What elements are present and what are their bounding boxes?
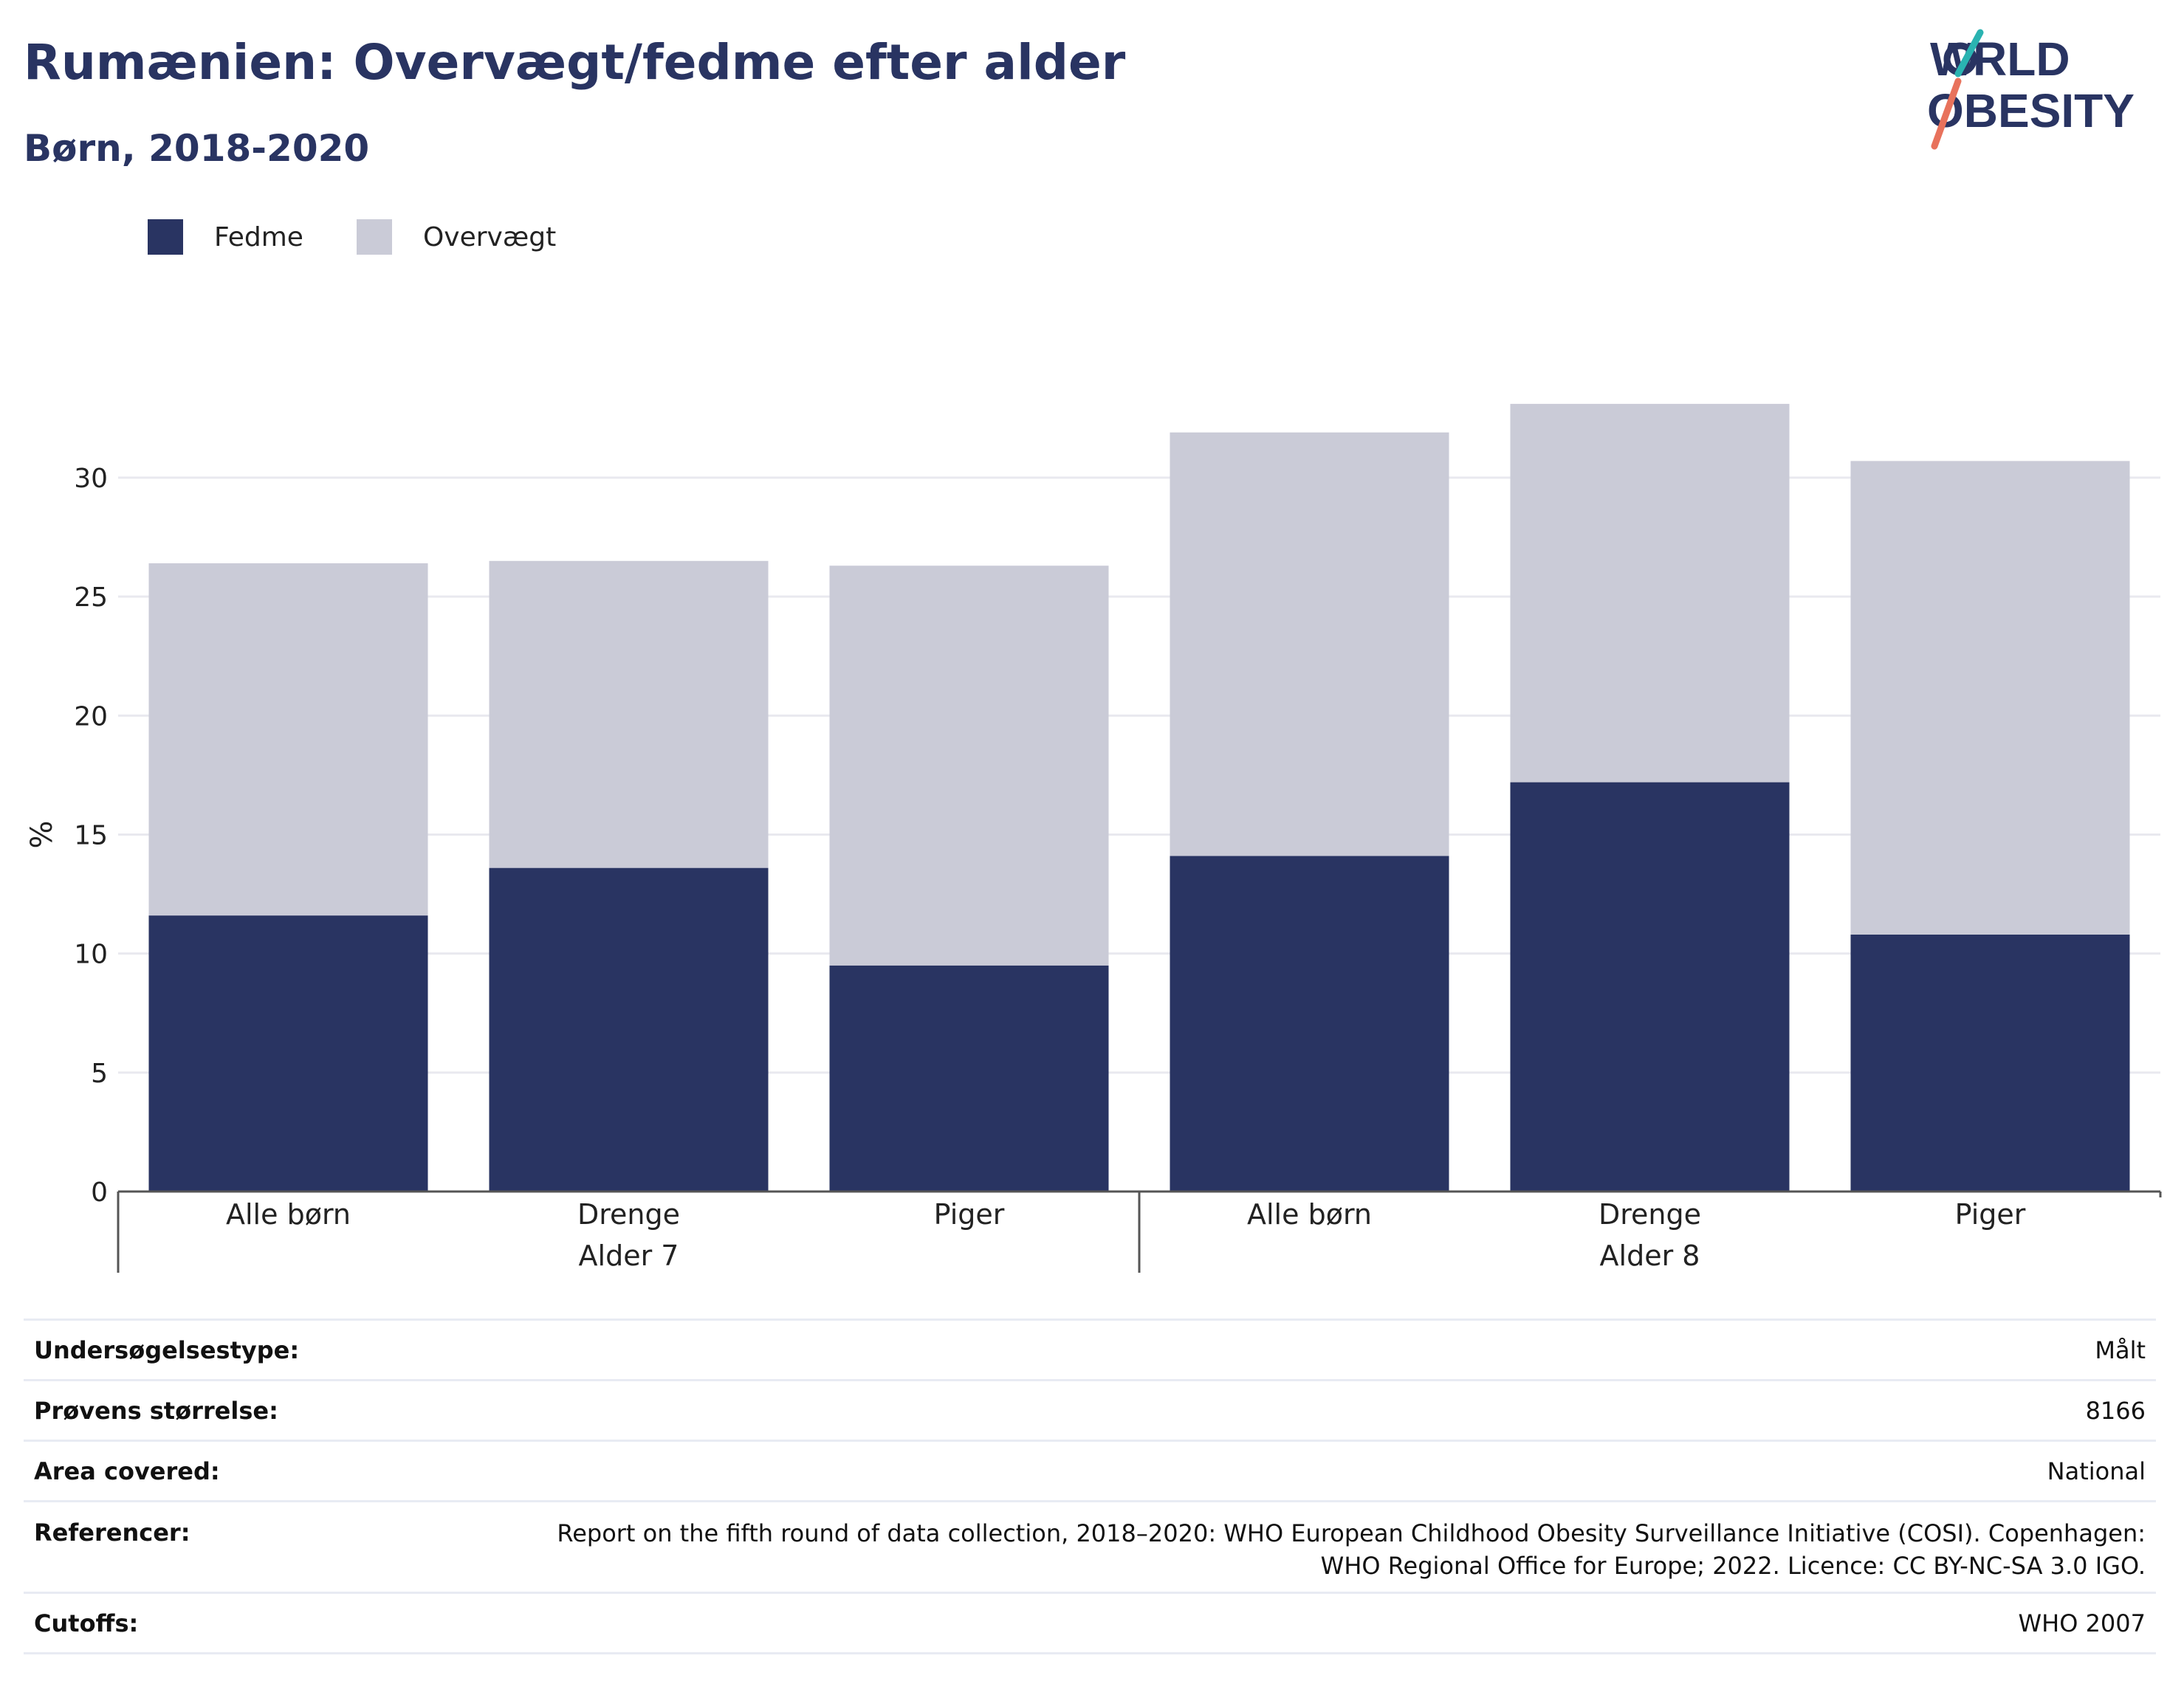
meta-row-sample-size: Prøvens størrelse: 8166 xyxy=(24,1381,2156,1442)
bar-overvaegt xyxy=(489,560,769,868)
bar-overvaegt xyxy=(148,563,428,916)
x-tick-label: Drenge xyxy=(1598,1198,1701,1231)
y-tick-label: 25 xyxy=(74,582,108,613)
y-tick-label: 30 xyxy=(74,464,108,494)
legend-label-overvaegt: Overvægt xyxy=(422,221,557,252)
y-tick-label: 20 xyxy=(74,701,108,732)
meta-row-references: Referencer: Report on the fifth round of… xyxy=(24,1502,2156,1594)
meta-row-cutoffs: Cutoffs: WHO 2007 xyxy=(24,1594,2156,1654)
bar-fedme xyxy=(1510,782,1790,1192)
svg-text:OBESITY: OBESITY xyxy=(1927,84,2135,137)
stacked-bar-chart: 0 5 10 15 20 25 30% Alle børn Drenge Piger Alle bø… xyxy=(25,404,2162,1273)
chart-legend: Fedme Overvægt xyxy=(148,219,609,255)
meta-value: Målt xyxy=(2095,1335,2146,1364)
bar-fedme xyxy=(1170,856,1449,1192)
y-tick-label: 15 xyxy=(74,821,108,851)
bar-overvaegt xyxy=(1170,432,1449,856)
legend-item-fedme[interactable]: Fedme xyxy=(148,219,303,255)
bar-fedme xyxy=(489,867,769,1192)
x-tick-label: Drenge xyxy=(577,1198,680,1231)
bar-fedme xyxy=(148,915,428,1192)
group-label: Alder 7 xyxy=(579,1240,679,1272)
svg-text:RLD: RLD xyxy=(1973,32,2070,86)
x-tick-label: Piger xyxy=(934,1198,1005,1231)
metadata-table: Undersøgelsestype: Målt Prøvens størrels… xyxy=(24,1318,2156,1654)
meta-label: Referencer: xyxy=(34,1519,190,1547)
meta-value: Report on the fifth round of data collec… xyxy=(557,1519,2146,1580)
bar-overvaegt xyxy=(1850,461,2130,935)
bar-overvaegt xyxy=(1510,404,1790,783)
meta-label: Undersøgelsestype: xyxy=(34,1335,300,1364)
y-tick-label: 10 xyxy=(74,940,108,970)
chart-subtitle: Børn, 2018-2020 xyxy=(24,127,370,170)
x-tick-label: Alle børn xyxy=(1247,1198,1372,1231)
x-tick-label: Alle børn xyxy=(226,1198,351,1231)
bar-overvaegt xyxy=(829,565,1109,966)
group-label: Alder 8 xyxy=(1600,1240,1700,1272)
meta-value: WHO 2007 xyxy=(2018,1609,2146,1637)
meta-label: Cutoffs: xyxy=(34,1609,139,1637)
meta-value: National xyxy=(2047,1457,2146,1485)
meta-value: 8166 xyxy=(2085,1396,2146,1425)
bar-fedme xyxy=(829,965,1109,1192)
meta-label: Area covered: xyxy=(34,1457,220,1485)
legend-swatch-overvaegt xyxy=(356,219,392,255)
meta-label: Prøvens størrelse: xyxy=(34,1396,278,1425)
world-obesity-logo: W RLD OBESITY xyxy=(1927,29,2135,150)
y-axis-label: % xyxy=(25,820,59,848)
legend-label-fedme: Fedme xyxy=(214,221,303,252)
y-tick-label: 0 xyxy=(91,1177,108,1208)
bar-fedme xyxy=(1850,934,2130,1192)
x-tick-label: Piger xyxy=(1955,1198,2026,1231)
legend-swatch-fedme xyxy=(148,219,183,255)
meta-row-area: Area covered: National xyxy=(24,1442,2156,1502)
chart-title: Rumænien: Overvægt/fedme efter alder xyxy=(24,34,1126,91)
y-tick-label: 5 xyxy=(91,1059,108,1089)
meta-row-survey-type: Undersøgelsestype: Målt xyxy=(24,1321,2156,1381)
legend-item-overvaegt[interactable]: Overvægt xyxy=(356,219,557,255)
